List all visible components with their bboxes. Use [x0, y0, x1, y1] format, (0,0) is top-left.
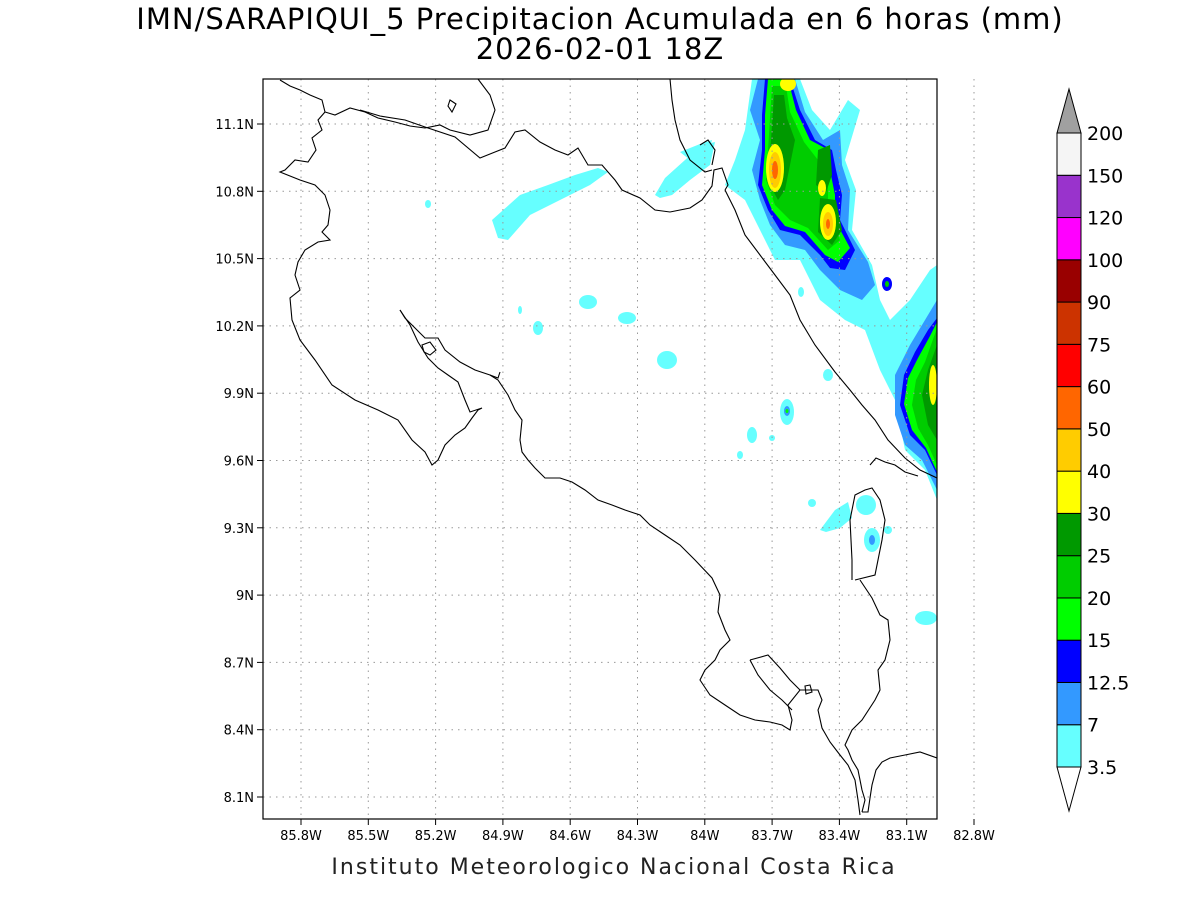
colorbar-level-label: 25: [1087, 546, 1111, 568]
y-tick-label: 11.1N: [215, 118, 254, 133]
x-tick-label: 84.6W: [549, 829, 591, 844]
credit-text: Instituto Meteorologico Nacional Costa R…: [331, 855, 897, 880]
y-tick-label: 8.1N: [224, 791, 254, 806]
x-tick-label: 84W: [690, 829, 720, 844]
plot-frame: [262, 78, 938, 820]
colorbar-level-label: 15: [1087, 630, 1111, 652]
y-tick-label: 8.4N: [224, 724, 254, 739]
colorbar-level-label: 75: [1087, 334, 1111, 356]
colorbar-swatch: [1056, 301, 1082, 345]
colorbar-swatch: [1056, 597, 1082, 641]
colorbar-under-arrow: [1056, 766, 1082, 813]
y-tick-label: 10.5N: [215, 253, 254, 268]
colorbar-swatch: [1056, 386, 1082, 430]
colorbar-swatch: [1056, 174, 1082, 219]
colorbar-level-label: 100: [1087, 250, 1123, 272]
colorbar-level-label: 7: [1087, 715, 1099, 737]
map-title: IMN/SARAPIQUI_5 Precipitacion Acumulada …: [136, 2, 1064, 36]
y-tick-label: 10.8N: [215, 185, 254, 200]
colorbar-swatch: [1056, 639, 1082, 683]
x-tick-label: 83.4W: [818, 829, 860, 844]
map-datetime: 2026-02-01 18Z: [475, 32, 725, 66]
colorbar-swatch: [1056, 555, 1082, 599]
x-tick-label: 85.5W: [347, 829, 389, 844]
gridlines: [263, 79, 975, 819]
colorbar-level-label: 3.5: [1087, 757, 1117, 779]
x-tick-label: 83.7W: [751, 829, 793, 844]
colorbar-level-label: 150: [1087, 165, 1123, 187]
y-tick-label: 9.6N: [224, 455, 254, 470]
x-axis: 85.8W 85.5W 85.2W 84.9W 84.6W 84.3W 84W 83.7W 83…: [280, 819, 995, 844]
colorbar-swatch: [1056, 724, 1082, 768]
y-tick-label: 9.9N: [224, 387, 254, 402]
colorbar-swatch: [1056, 681, 1082, 726]
colorbar-level-label: 20: [1087, 588, 1111, 610]
colorbar-swatch: [1056, 343, 1082, 388]
colorbar-level-label: 50: [1087, 419, 1111, 441]
colorbar-level-label: 30: [1087, 503, 1111, 525]
x-tick-label: 85.8W: [280, 829, 322, 844]
coastlines: [278, 79, 937, 816]
colorbar-over-arrow: [1056, 87, 1082, 134]
x-tick-label: 83.1W: [886, 829, 928, 844]
y-tick-label: 9N: [236, 589, 254, 604]
colorbar-level-label: 60: [1087, 377, 1111, 399]
colorbar-swatch: [1056, 217, 1082, 261]
y-tick-label: 9.3N: [224, 522, 254, 537]
x-tick-label: 85.2W: [415, 829, 457, 844]
x-tick-label: 84.3W: [617, 829, 659, 844]
x-tick-label: 82.8W: [953, 829, 995, 844]
x-tick-label: 84.9W: [482, 829, 524, 844]
colorbar-swatch: [1056, 512, 1082, 557]
colorbar-swatch: [1056, 428, 1082, 472]
colorbar-level-label: 200: [1087, 123, 1123, 145]
colorbar-level-label: 120: [1087, 208, 1123, 230]
y-tick-label: 8.7N: [224, 656, 254, 671]
colorbar-swatch: [1056, 470, 1082, 514]
y-tick-label: 10.2N: [215, 320, 254, 335]
colorbar-level-label: 40: [1087, 461, 1111, 483]
colorbar-legend: 3.5 7 12.5 15 20 25 30 40 50 60 75 90 100 120 150 200: [1056, 87, 1129, 813]
y-axis: 11.1N 10.8N 10.5N 10.2N 9.9N 9.6N 9.3N 9N 8.7N 8.…: [215, 118, 263, 806]
colorbar-level-label: 12.5: [1087, 672, 1129, 694]
colorbar-swatch: [1056, 259, 1082, 303]
colorbar-swatch: [1056, 132, 1082, 176]
colorbar-level-label: 90: [1087, 292, 1111, 314]
precipitation-field: [425, 79, 937, 625]
